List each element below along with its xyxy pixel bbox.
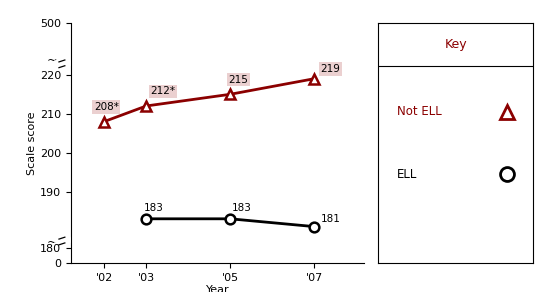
Text: 208*: 208* bbox=[94, 102, 119, 112]
Text: 219: 219 bbox=[320, 64, 341, 74]
X-axis label: Year: Year bbox=[206, 285, 230, 292]
Text: 183: 183 bbox=[144, 203, 164, 213]
Y-axis label: Scale score: Scale score bbox=[27, 111, 37, 175]
Text: ELL: ELL bbox=[397, 168, 417, 181]
Text: 183: 183 bbox=[232, 203, 252, 213]
Text: 212*: 212* bbox=[151, 86, 176, 96]
Text: Not ELL: Not ELL bbox=[397, 105, 441, 119]
Text: 181: 181 bbox=[320, 214, 341, 224]
Text: ~: ~ bbox=[46, 236, 57, 249]
Text: Key: Key bbox=[444, 39, 467, 51]
Text: 215: 215 bbox=[228, 75, 248, 85]
Text: ~: ~ bbox=[46, 54, 57, 67]
